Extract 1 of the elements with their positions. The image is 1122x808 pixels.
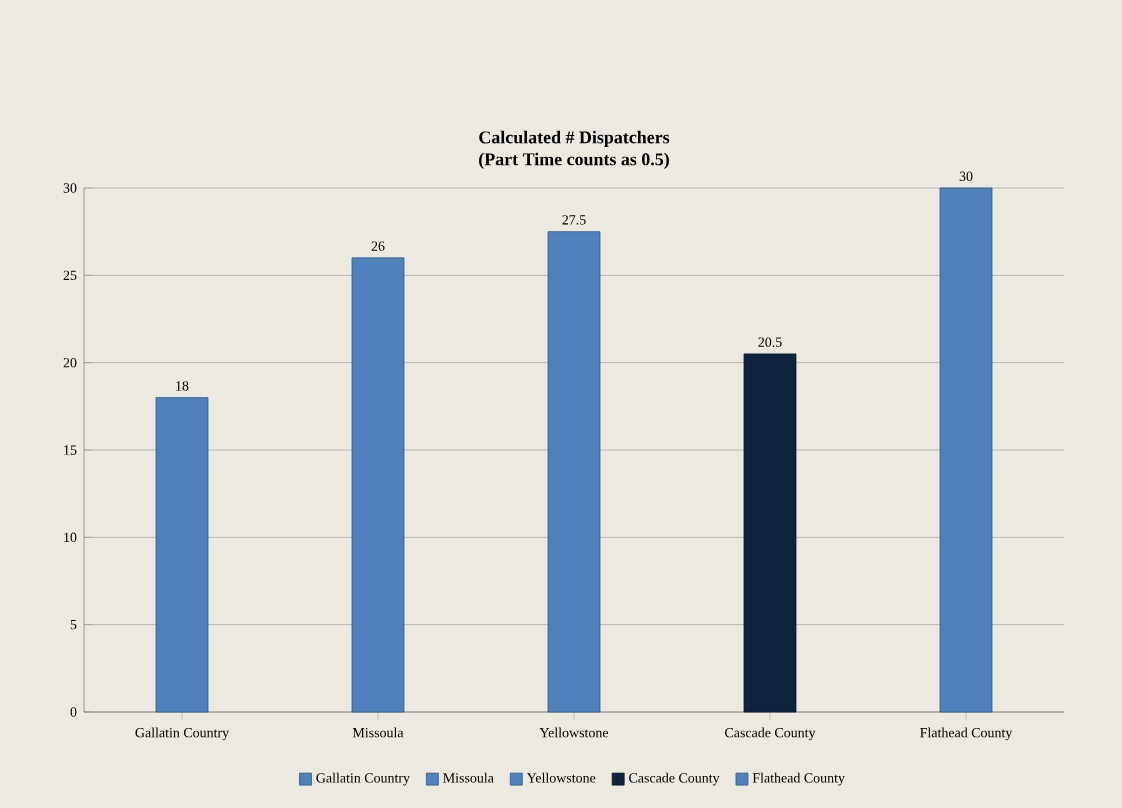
chart-title: Calculated # Dispatchers (Part Time counts as 0.5) (479, 130, 670, 169)
